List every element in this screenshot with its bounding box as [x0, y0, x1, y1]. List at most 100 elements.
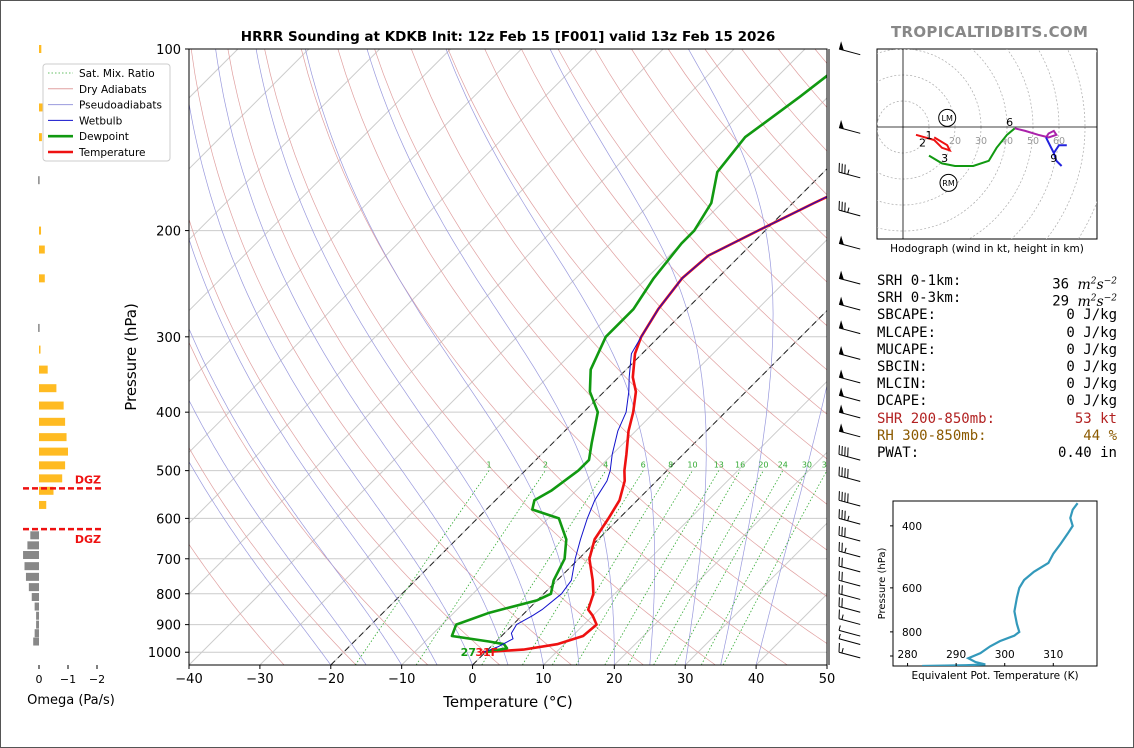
x-axis-label: Temperature (°C) [442, 693, 572, 711]
barb-staff [838, 475, 861, 482]
barb-staff [838, 593, 861, 600]
stat-value: 0 J/kg [1066, 341, 1117, 358]
omega-bar [39, 401, 64, 410]
barb-staff [838, 606, 861, 613]
stat-row: SBCAPE: 0 J/kg [877, 307, 1117, 324]
stat-value: 0.40 in [1057, 444, 1117, 461]
dry-adiabat [189, 543, 285, 665]
hodo-height-label: 3 [941, 152, 948, 165]
dry-adiabat [189, 218, 501, 665]
legend-entry: Dry Adiabats [79, 84, 147, 96]
mixing-ratio-label: 30 [802, 461, 812, 470]
barb-half [847, 515, 850, 521]
surface-temp-label: 31F [475, 646, 498, 659]
barb-half [844, 547, 847, 553]
wind-barb [838, 387, 861, 402]
omega-bar [39, 274, 45, 283]
barb-staff [838, 209, 861, 217]
mixing-ratio-line [674, 470, 784, 665]
omega-bar [33, 637, 39, 646]
isotherm-line [189, 49, 381, 241]
x-tick-label: 40 [748, 672, 765, 687]
moist-adiabat [366, 49, 615, 665]
omega-bar [39, 133, 42, 142]
barb-flag [839, 270, 844, 280]
theta-x-axis-label: Equivalent Pot. Temperature (K) [911, 670, 1078, 682]
skewt-frame [188, 48, 828, 666]
hodo-ring-label: 40 [1001, 136, 1013, 147]
theta-y-tick-label: 400 [902, 521, 922, 533]
dry-adiabat [484, 49, 827, 460]
theta-y-tick-label: 600 [902, 583, 922, 595]
zero-isotherm [472, 309, 827, 665]
wind-barb [838, 526, 861, 542]
barb-staff [838, 48, 861, 56]
mixing-ratio-label: 2 [543, 461, 548, 470]
hodo-trace [1052, 152, 1063, 167]
skewt-clip-group: 1 2 4 6 8 10 13 16 20 24 30 36 [189, 49, 827, 665]
stat-value: 53 kt [1074, 410, 1117, 427]
mixing-ratio-line [653, 470, 764, 665]
x-tick-label: −20 [317, 672, 344, 687]
y-tick-label: 300 [156, 331, 181, 346]
dry-adiabat [447, 49, 827, 505]
hodo-height-label: 6 [1006, 116, 1013, 129]
wind-barb [838, 642, 861, 659]
theta-y-tick-label: 800 [902, 627, 922, 639]
stat-row: SHR 200-850mb: 53 kt [877, 411, 1117, 428]
y-tick-label: 400 [156, 406, 181, 421]
stat-label: DCAPE: [877, 393, 928, 410]
mixing-ratio-line [722, 470, 827, 665]
theta-x-tick-label: 290 [946, 649, 966, 661]
dry-adiabat [410, 49, 827, 551]
barb-flag [839, 235, 844, 245]
wind-barb [838, 320, 861, 335]
omega-bar [39, 486, 54, 495]
stat-unit: m2s−2 [1077, 293, 1117, 310]
hodo-frame [876, 48, 1098, 240]
dry-adiabat [557, 49, 827, 371]
legend-entry: Sat. Mix. Ratio [79, 68, 155, 80]
barb-staff [838, 171, 861, 179]
dry-adiabat [337, 49, 827, 645]
stat-label: MLCAPE: [877, 324, 937, 341]
dry-adiabat [374, 49, 827, 597]
x-tick-label: 50 [819, 672, 836, 687]
stat-value: 0 J/kg [1066, 393, 1117, 410]
barb-flag [839, 404, 844, 414]
hodo-height-label: 1 [926, 129, 933, 142]
hodo-ring-label: 20 [949, 136, 961, 147]
stat-row: MLCIN: 0 J/kg [877, 376, 1117, 393]
storm-motion-marker [938, 108, 957, 127]
mixing-ratio-line [481, 470, 607, 665]
omega-bar [31, 593, 39, 602]
omega-panel: DGZ DGZ 0 −1 −2 Omega (Pa/s) [23, 45, 115, 708]
stat-value: 44 % [1083, 427, 1117, 444]
isotherm-line [189, 49, 310, 170]
storm-motion-marker [939, 173, 958, 192]
mixing-ratio-line [551, 470, 672, 665]
mixing-ratio-line [700, 470, 808, 665]
theta-e-line [922, 502, 1079, 666]
x-tick-label: 10 [535, 672, 552, 687]
stat-value: 0 J/kg [1066, 324, 1117, 341]
dry-adiabat [264, 49, 716, 665]
series-wetbulb [483, 196, 827, 653]
brand-watermark: TROPICALTIDBITS.COM [891, 23, 1089, 41]
omega-bar [39, 226, 42, 235]
isotherm-line [684, 522, 827, 665]
stat-row: PWAT: 0.40 in [877, 445, 1117, 462]
hodo-axis-label: Hodograph (wind in kt, height in km) [890, 243, 1084, 255]
stat-row: MLCAPE: 0 J/kg [877, 325, 1117, 342]
omega-bar [34, 629, 39, 638]
barb-half [841, 648, 844, 654]
x-tick-label: −10 [388, 672, 415, 687]
wind-barb [838, 404, 861, 419]
mixing-ratio-label: 13 [714, 461, 724, 470]
barb-flag [839, 369, 844, 379]
stat-label: SRH 0-1km: [877, 273, 962, 289]
stat-row: SRH 0-3km: 29 m2s−2 [877, 290, 1117, 310]
isotherm-line [543, 380, 827, 665]
omega-bar [36, 620, 39, 629]
